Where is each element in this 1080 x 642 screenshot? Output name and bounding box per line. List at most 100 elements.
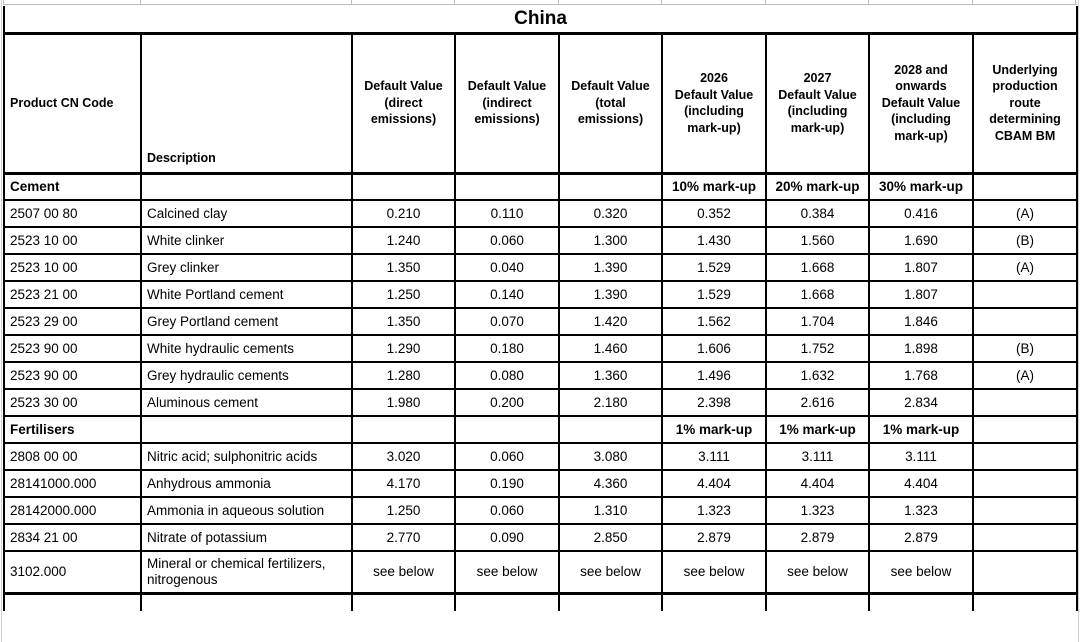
cell-r8-c8[interactable] xyxy=(971,388,1079,417)
cell-r6-c3[interactable]: 0.180 xyxy=(454,334,560,363)
cell-r1-c5[interactable]: 0.352 xyxy=(661,199,767,228)
cell-r1-c0[interactable]: 2507 00 80 xyxy=(3,199,142,228)
cell-r0-c7[interactable]: 30% mark-up xyxy=(868,172,974,201)
cell-r3-c6[interactable]: 1.668 xyxy=(765,253,870,282)
cell-r10-c1[interactable]: Nitric acid; sulphonitric acids xyxy=(140,442,353,471)
cell-r9-c1[interactable] xyxy=(140,415,353,444)
cell-r3-c5[interactable]: 1.529 xyxy=(661,253,767,282)
cell-r6-c1[interactable]: White hydraulic cements xyxy=(140,334,353,363)
cell-r3-c2[interactable]: 1.350 xyxy=(351,253,456,282)
cell-r9-c5[interactable]: 1% mark-up xyxy=(661,415,767,444)
cell-r13-c1[interactable]: Nitrate of potassium xyxy=(140,523,353,552)
cell-r10-c7[interactable]: 3.111 xyxy=(868,442,974,471)
cell-r5-c8[interactable] xyxy=(971,307,1079,336)
cell-r11-c6[interactable]: 4.404 xyxy=(765,469,870,498)
cell-r14-c8[interactable] xyxy=(971,550,1079,595)
cell-r12-c3[interactable]: 0.060 xyxy=(454,496,560,525)
cell-r4-c6[interactable]: 1.668 xyxy=(765,280,870,309)
cell-r9-c7[interactable]: 1% mark-up xyxy=(868,415,974,444)
cell-r3-c7[interactable]: 1.807 xyxy=(868,253,974,282)
cell-r0-c6[interactable]: 20% mark-up xyxy=(765,172,870,201)
cell-r6-c2[interactable]: 1.290 xyxy=(351,334,456,363)
cell-r7-c2[interactable]: 1.280 xyxy=(351,361,456,390)
cell-r5-c4[interactable]: 1.420 xyxy=(558,307,663,336)
cell-r7-c3[interactable]: 0.080 xyxy=(454,361,560,390)
cell-r4-c4[interactable]: 1.390 xyxy=(558,280,663,309)
cell-r4-c0[interactable]: 2523 21 00 xyxy=(3,280,142,309)
cell-r11-c0[interactable]: 28141000.000 xyxy=(3,469,142,498)
cell-r4-c5[interactable]: 1.529 xyxy=(661,280,767,309)
col-header-description[interactable]: Description xyxy=(140,32,353,175)
cell-r7-c5[interactable]: 1.496 xyxy=(661,361,767,390)
cell-r10-c8[interactable] xyxy=(971,442,1079,471)
cell-r7-c6[interactable]: 1.632 xyxy=(765,361,870,390)
cell-r8-c2[interactable]: 1.980 xyxy=(351,388,456,417)
cell-r4-c3[interactable]: 0.140 xyxy=(454,280,560,309)
table-title-cell[interactable]: China xyxy=(2,6,1079,35)
cell-r12-c8[interactable] xyxy=(971,496,1079,525)
cell-r5-c1[interactable]: Grey Portland cement xyxy=(140,307,353,336)
cell-r2-c5[interactable]: 1.430 xyxy=(661,226,767,255)
cell-r1-c8[interactable]: (A) xyxy=(971,199,1079,228)
cell-r6-c0[interactable]: 2523 90 00 xyxy=(3,334,142,363)
cell-r13-c0[interactable]: 2834 21 00 xyxy=(3,523,142,552)
cell-r3-c3[interactable]: 0.040 xyxy=(454,253,560,282)
col-header-default-value-direct[interactable]: Default Value (direct emissions) xyxy=(351,32,456,175)
cell-r1-c2[interactable]: 0.210 xyxy=(351,199,456,228)
cell-r7-c8[interactable]: (A) xyxy=(971,361,1079,390)
cell-r11-c5[interactable]: 4.404 xyxy=(661,469,767,498)
cell-r1-c6[interactable]: 0.384 xyxy=(765,199,870,228)
cell-r11-c7[interactable]: 4.404 xyxy=(868,469,974,498)
cell-r15-c4[interactable] xyxy=(558,592,663,611)
cell-r2-c1[interactable]: White clinker xyxy=(140,226,353,255)
cell-r12-c5[interactable]: 1.323 xyxy=(661,496,767,525)
cell-r7-c0[interactable]: 2523 90 00 xyxy=(3,361,142,390)
cell-r13-c7[interactable]: 2.879 xyxy=(868,523,974,552)
cell-r13-c8[interactable] xyxy=(971,523,1079,552)
cell-r6-c6[interactable]: 1.752 xyxy=(765,334,870,363)
cell-r4-c8[interactable] xyxy=(971,280,1079,309)
cell-r2-c6[interactable]: 1.560 xyxy=(765,226,870,255)
cell-r9-c3[interactable] xyxy=(454,415,560,444)
cell-r0-c1[interactable] xyxy=(140,172,353,201)
cell-r2-c3[interactable]: 0.060 xyxy=(454,226,560,255)
cell-r14-c7[interactable]: see below xyxy=(868,550,974,595)
col-header-underlying-production-route[interactable]: Underlying production route determining … xyxy=(971,32,1079,175)
cell-r11-c3[interactable]: 0.190 xyxy=(454,469,560,498)
cell-r14-c5[interactable]: see below xyxy=(661,550,767,595)
cell-r5-c5[interactable]: 1.562 xyxy=(661,307,767,336)
cell-r13-c2[interactable]: 2.770 xyxy=(351,523,456,552)
cell-r1-c7[interactable]: 0.416 xyxy=(868,199,974,228)
cell-r12-c4[interactable]: 1.310 xyxy=(558,496,663,525)
cell-r14-c6[interactable]: see below xyxy=(765,550,870,595)
cell-r3-c4[interactable]: 1.390 xyxy=(558,253,663,282)
cell-r5-c7[interactable]: 1.846 xyxy=(868,307,974,336)
cell-r13-c6[interactable]: 2.879 xyxy=(765,523,870,552)
cell-r8-c5[interactable]: 2.398 xyxy=(661,388,767,417)
cell-r2-c8[interactable]: (B) xyxy=(971,226,1079,255)
cell-r0-c4[interactable] xyxy=(558,172,663,201)
cell-r9-c2[interactable] xyxy=(351,415,456,444)
cell-r5-c0[interactable]: 2523 29 00 xyxy=(3,307,142,336)
cell-r14-c0[interactable]: 3102.000 xyxy=(3,550,142,595)
cell-r9-c8[interactable] xyxy=(971,415,1079,444)
cell-r6-c5[interactable]: 1.606 xyxy=(661,334,767,363)
col-header-2027-default-value[interactable]: 2027 Default Value (including mark-up) xyxy=(765,32,870,175)
cell-r5-c3[interactable]: 0.070 xyxy=(454,307,560,336)
cell-r0-c8[interactable] xyxy=(971,172,1079,201)
cell-r8-c7[interactable]: 2.834 xyxy=(868,388,974,417)
cell-r3-c8[interactable]: (A) xyxy=(971,253,1079,282)
cell-r4-c2[interactable]: 1.250 xyxy=(351,280,456,309)
cell-r2-c7[interactable]: 1.690 xyxy=(868,226,974,255)
cell-r10-c5[interactable]: 3.111 xyxy=(661,442,767,471)
cell-r15-c5[interactable] xyxy=(661,592,767,611)
cell-r8-c1[interactable]: Aluminous cement xyxy=(140,388,353,417)
cell-r11-c2[interactable]: 4.170 xyxy=(351,469,456,498)
cell-r1-c4[interactable]: 0.320 xyxy=(558,199,663,228)
cell-r13-c4[interactable]: 2.850 xyxy=(558,523,663,552)
cell-r14-c2[interactable]: see below xyxy=(351,550,456,595)
cell-r10-c0[interactable]: 2808 00 00 xyxy=(3,442,142,471)
cell-r15-c6[interactable] xyxy=(765,592,870,611)
cell-r12-c6[interactable]: 1.323 xyxy=(765,496,870,525)
cell-r3-c1[interactable]: Grey clinker xyxy=(140,253,353,282)
